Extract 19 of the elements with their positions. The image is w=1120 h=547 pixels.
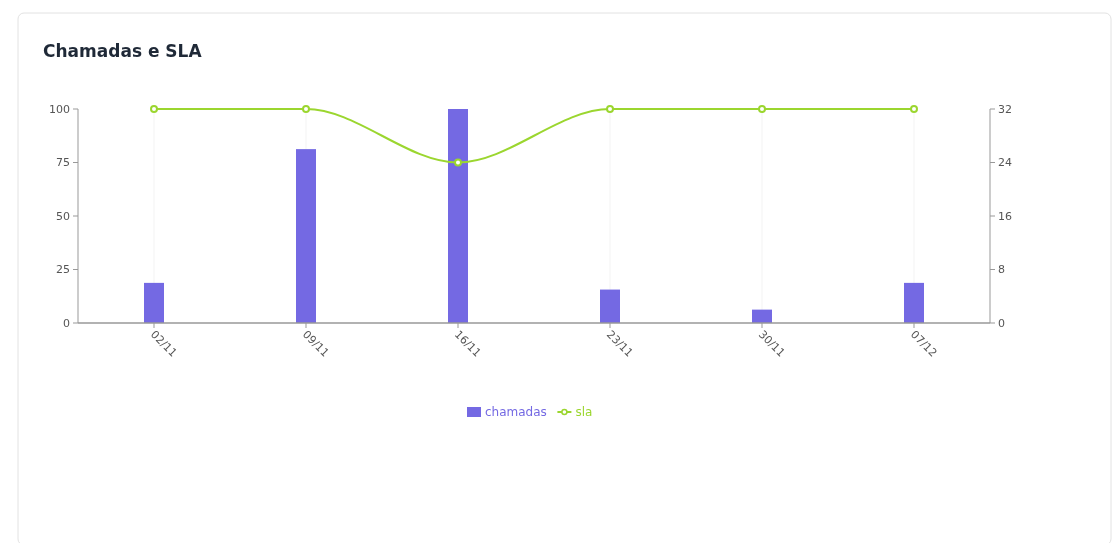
y2-tick-label: 24 (998, 156, 1012, 170)
bar (144, 282, 164, 323)
y-tick-label: 0 (63, 316, 70, 330)
y2-tick-label: 16 (998, 209, 1012, 223)
chart-title: Chamadas e SLA (43, 41, 203, 61)
y2-tick-label: 8 (998, 263, 1005, 277)
y-tick-label: 75 (56, 156, 70, 170)
y2-tick-label: 0 (998, 316, 1005, 330)
legend-label: chamadas (485, 405, 547, 420)
y2-tick-label: 32 (998, 102, 1012, 116)
legend-label: sla (575, 405, 593, 420)
bar (600, 289, 620, 323)
bar (752, 309, 772, 323)
bar (448, 109, 468, 323)
bar (904, 282, 924, 323)
y-tick-label: 100 (49, 102, 70, 116)
y-tick-label: 50 (56, 209, 70, 223)
bar (296, 149, 316, 323)
y-tick-label: 25 (56, 263, 70, 277)
